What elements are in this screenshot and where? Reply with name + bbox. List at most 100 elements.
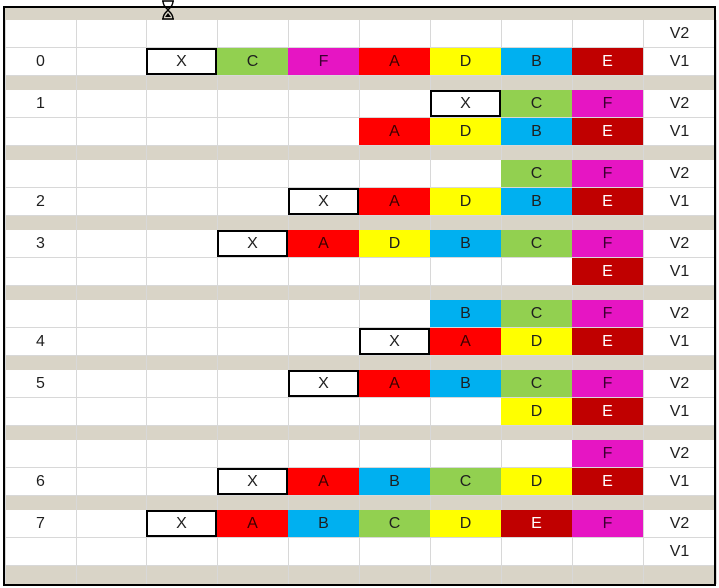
- empty-cell[interactable]: [288, 160, 359, 187]
- block-cell-f[interactable]: F: [572, 370, 643, 397]
- row-index-label[interactable]: 6: [36, 473, 45, 490]
- row-index-label[interactable]: [5, 118, 76, 146]
- row-index-label[interactable]: [5, 398, 76, 426]
- empty-cell[interactable]: [288, 20, 359, 47]
- version-label[interactable]: V2: [669, 165, 690, 182]
- block-cell-b[interactable]: B: [430, 370, 501, 397]
- block-cell-c[interactable]: C: [501, 90, 572, 117]
- empty-cell[interactable]: [359, 258, 430, 285]
- empty-cell[interactable]: [76, 258, 146, 285]
- empty-cell[interactable]: [359, 538, 430, 565]
- empty-cell[interactable]: [430, 398, 501, 425]
- row-index-label[interactable]: [5, 258, 76, 286]
- block-cell-d[interactable]: D: [430, 510, 501, 537]
- empty-cell[interactable]: [146, 440, 217, 467]
- empty-cell[interactable]: [288, 258, 359, 285]
- empty-cell[interactable]: [359, 160, 430, 187]
- block-cell-d[interactable]: D: [501, 398, 572, 425]
- block-cell-a[interactable]: A: [359, 370, 430, 397]
- empty-cell[interactable]: [76, 538, 146, 565]
- block-cell-c[interactable]: C: [501, 230, 572, 257]
- empty-cell[interactable]: [146, 370, 217, 397]
- block-cell-a[interactable]: A: [288, 468, 359, 495]
- version-label[interactable]: V1: [669, 193, 690, 210]
- empty-cell[interactable]: [501, 258, 572, 285]
- block-cell-b[interactable]: B: [501, 118, 572, 145]
- empty-slot-cell[interactable]: X: [430, 90, 501, 117]
- empty-cell[interactable]: [217, 20, 288, 47]
- block-cell-b[interactable]: B: [501, 48, 572, 75]
- block-cell-b[interactable]: B: [288, 510, 359, 537]
- empty-cell[interactable]: [76, 468, 146, 495]
- block-cell-d[interactable]: D: [501, 328, 572, 355]
- row-index-label[interactable]: 5: [36, 375, 45, 392]
- version-label[interactable]: V1: [669, 403, 690, 420]
- block-cell-d[interactable]: D: [359, 230, 430, 257]
- block-cell-d[interactable]: D: [430, 118, 501, 145]
- empty-cell[interactable]: [146, 20, 217, 47]
- empty-cell[interactable]: [146, 230, 217, 257]
- version-label[interactable]: V2: [669, 305, 690, 322]
- empty-cell[interactable]: [217, 258, 288, 285]
- block-cell-f[interactable]: F: [572, 440, 643, 467]
- row-index-label[interactable]: 3: [36, 235, 45, 252]
- empty-slot-cell[interactable]: X: [146, 510, 217, 537]
- empty-cell[interactable]: [76, 230, 146, 257]
- empty-slot-cell[interactable]: X: [217, 468, 288, 495]
- version-label[interactable]: V1: [669, 263, 690, 280]
- empty-cell[interactable]: [359, 398, 430, 425]
- empty-cell[interactable]: [76, 188, 146, 215]
- block-cell-c[interactable]: C: [501, 160, 572, 187]
- empty-cell[interactable]: [572, 538, 643, 565]
- row-index-label[interactable]: [5, 160, 76, 188]
- empty-slot-cell[interactable]: X: [359, 328, 430, 355]
- empty-cell[interactable]: [76, 328, 146, 355]
- version-label[interactable]: V1: [669, 53, 690, 70]
- block-cell-a[interactable]: A: [359, 48, 430, 75]
- empty-cell[interactable]: [146, 160, 217, 187]
- block-cell-b[interactable]: B: [430, 230, 501, 257]
- empty-cell[interactable]: [217, 370, 288, 397]
- empty-cell[interactable]: [217, 118, 288, 145]
- empty-cell[interactable]: [501, 538, 572, 565]
- block-cell-d[interactable]: D: [430, 188, 501, 215]
- block-cell-b[interactable]: B: [501, 188, 572, 215]
- empty-cell[interactable]: [217, 300, 288, 327]
- empty-cell[interactable]: [501, 20, 572, 47]
- block-cell-b[interactable]: B: [359, 468, 430, 495]
- empty-cell[interactable]: [76, 160, 146, 187]
- empty-cell[interactable]: [76, 510, 146, 537]
- empty-cell[interactable]: [288, 538, 359, 565]
- empty-cell[interactable]: [359, 90, 430, 117]
- empty-cell[interactable]: [217, 188, 288, 215]
- empty-cell[interactable]: [430, 20, 501, 47]
- empty-cell[interactable]: [146, 538, 217, 565]
- empty-cell[interactable]: [146, 328, 217, 355]
- empty-slot-cell[interactable]: X: [288, 370, 359, 397]
- version-label[interactable]: V1: [669, 473, 690, 490]
- block-cell-e[interactable]: E: [572, 118, 643, 145]
- empty-cell[interactable]: [288, 118, 359, 145]
- empty-cell[interactable]: [217, 328, 288, 355]
- version-label[interactable]: V2: [669, 95, 690, 112]
- empty-cell[interactable]: [430, 538, 501, 565]
- empty-cell[interactable]: [76, 118, 146, 145]
- empty-cell[interactable]: [146, 398, 217, 425]
- empty-cell[interactable]: [146, 300, 217, 327]
- version-label[interactable]: V1: [669, 543, 690, 560]
- block-cell-e[interactable]: E: [572, 188, 643, 215]
- empty-cell[interactable]: [146, 258, 217, 285]
- block-cell-f[interactable]: F: [572, 90, 643, 117]
- version-label[interactable]: V1: [669, 123, 690, 140]
- row-index-label[interactable]: [5, 440, 76, 468]
- row-index-label[interactable]: 1: [36, 95, 45, 112]
- empty-cell[interactable]: [76, 440, 146, 467]
- version-label[interactable]: V2: [669, 235, 690, 252]
- block-cell-e[interactable]: E: [572, 468, 643, 495]
- version-label[interactable]: V2: [669, 515, 690, 532]
- empty-cell[interactable]: [217, 160, 288, 187]
- empty-slot-cell[interactable]: X: [288, 188, 359, 215]
- version-label[interactable]: V1: [669, 333, 690, 350]
- empty-cell[interactable]: [288, 398, 359, 425]
- row-index-label[interactable]: [5, 538, 76, 566]
